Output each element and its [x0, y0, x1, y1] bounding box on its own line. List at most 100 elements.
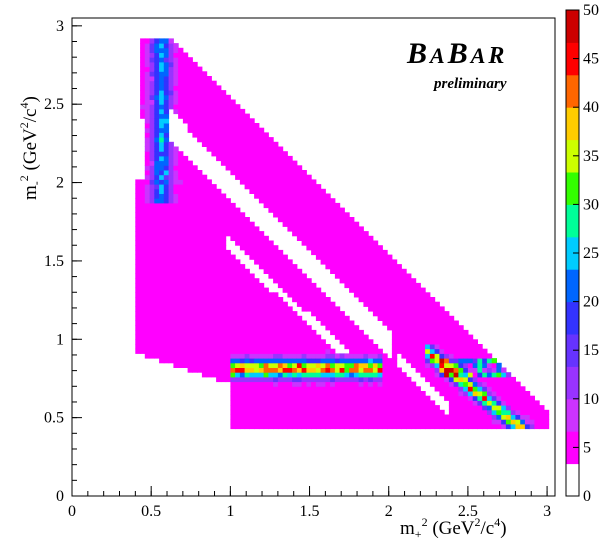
heatmap-bin — [168, 38, 174, 44]
heatmap-bin — [510, 400, 516, 406]
heatmap-bin — [244, 409, 250, 415]
heatmap-bin — [463, 344, 469, 350]
heatmap-bin — [249, 132, 255, 138]
heatmap-bin — [197, 188, 203, 194]
heatmap-bin — [387, 381, 393, 387]
heatmap-bin — [296, 170, 303, 176]
heatmap-bin — [144, 38, 151, 44]
heatmap-bin — [263, 329, 269, 336]
heatmap-bin — [149, 278, 155, 284]
heatmap-bin — [358, 386, 364, 392]
heatmap-bin — [268, 353, 274, 359]
heatmap-bin — [211, 198, 217, 204]
heatmap-bin — [273, 419, 279, 425]
heatmap-bin — [168, 344, 174, 350]
heatmap-bin — [135, 235, 141, 241]
heatmap-bin — [496, 381, 502, 387]
heatmap-bin — [477, 344, 483, 350]
heatmap-bin — [216, 207, 222, 213]
heatmap-bin — [140, 57, 146, 63]
heatmap-bin — [140, 221, 146, 227]
heatmap-bin — [277, 353, 284, 359]
heatmap-bin — [201, 344, 208, 350]
heatmap-bin — [239, 381, 246, 387]
heatmap-bin — [254, 240, 260, 246]
heatmap-bin — [220, 273, 227, 279]
heatmap-bin — [149, 264, 155, 270]
heatmap-bin — [230, 386, 236, 392]
heatmap-bin — [458, 376, 464, 383]
heatmap-bin — [149, 146, 155, 152]
heatmap-bin — [292, 297, 298, 303]
heatmap-bin — [225, 306, 231, 312]
heatmap-bin — [334, 381, 341, 387]
heatmap-bin — [159, 344, 165, 350]
heatmap-bin — [429, 353, 436, 359]
colorbar-tick-label: 0 — [583, 488, 591, 505]
heatmap-bin — [467, 358, 474, 364]
heatmap-bin — [263, 245, 269, 251]
heatmap-bin — [287, 273, 293, 279]
heatmap-bin — [192, 278, 198, 284]
heatmap-bin — [201, 198, 208, 204]
heatmap-bin — [230, 395, 236, 401]
heatmap-bin — [282, 278, 288, 284]
heatmap-bin — [396, 367, 402, 373]
heatmap-bin — [292, 217, 298, 223]
heatmap-bin — [239, 240, 246, 246]
heatmap-bin — [235, 118, 241, 124]
heatmap-bin — [235, 104, 241, 110]
heatmap-bin — [334, 235, 341, 241]
heatmap-bin — [225, 259, 231, 265]
heatmap-bin — [330, 423, 336, 430]
heatmap-bin — [415, 320, 421, 326]
heatmap-bin — [282, 217, 288, 223]
heatmap-bin — [410, 329, 417, 336]
heatmap-bin — [163, 76, 170, 82]
heatmap-bin — [220, 292, 227, 298]
heatmap-bin — [258, 329, 265, 336]
heatmap-bin — [325, 249, 331, 256]
heatmap-bin — [406, 381, 412, 387]
heatmap-bin — [254, 137, 260, 143]
heatmap-bin — [239, 113, 246, 119]
heatmap-bin — [292, 174, 298, 180]
heatmap-bin — [301, 179, 307, 185]
heatmap-bin — [282, 254, 288, 260]
heatmap-bin — [163, 306, 170, 312]
heatmap-bin — [258, 292, 265, 298]
heatmap-bin — [363, 339, 369, 345]
heatmap-bin — [277, 170, 284, 176]
heatmap-bin — [163, 358, 170, 364]
heatmap-bin — [220, 217, 227, 223]
heatmap-bin — [197, 311, 203, 317]
heatmap-bin — [444, 325, 450, 331]
heatmap-bin — [144, 184, 151, 190]
heatmap-bin — [273, 353, 279, 359]
heatmap-bin — [410, 358, 417, 364]
heatmap-bin — [344, 386, 350, 392]
heatmap-bin — [225, 94, 231, 100]
heatmap-bin — [197, 137, 203, 143]
heatmap-bin — [235, 400, 241, 406]
heatmap-bin — [173, 184, 179, 190]
heatmap-bin — [149, 76, 155, 82]
heatmap-bin — [201, 287, 208, 293]
heatmap-bin — [320, 372, 326, 378]
heatmap-bin — [197, 174, 203, 180]
heatmap-bin — [230, 217, 236, 223]
heatmap-bin — [387, 320, 393, 326]
heatmap-bin — [168, 282, 174, 289]
heatmap-bin — [301, 193, 307, 199]
heatmap-bin — [277, 419, 284, 425]
heatmap-bin — [406, 391, 412, 397]
heatmap-bin — [182, 174, 189, 180]
heatmap-bin — [382, 358, 388, 364]
heatmap-bin — [178, 320, 184, 326]
heatmap-bin — [239, 386, 246, 392]
heatmap-bin — [268, 419, 274, 425]
heatmap-bin — [263, 198, 269, 204]
heatmap-bin — [216, 348, 222, 354]
heatmap-bin — [325, 362, 331, 368]
heatmap-bin — [339, 231, 345, 237]
